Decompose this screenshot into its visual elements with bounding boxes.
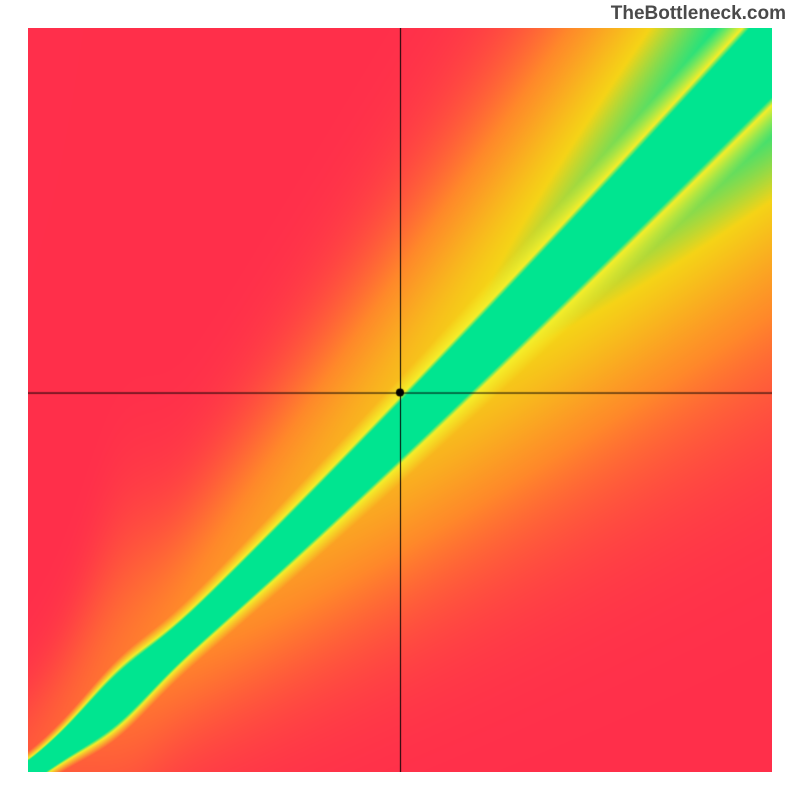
watermark-text: TheBottleneck.com xyxy=(611,3,786,25)
bottleneck-heatmap xyxy=(28,28,772,772)
heatmap-canvas xyxy=(28,28,772,772)
